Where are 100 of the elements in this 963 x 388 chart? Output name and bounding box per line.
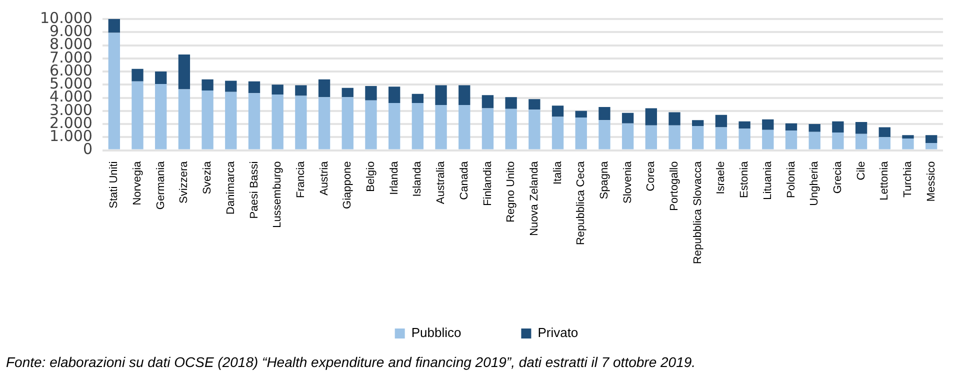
bar	[155, 72, 167, 84]
bar	[622, 123, 634, 150]
bar	[832, 132, 844, 150]
bar	[458, 104, 470, 150]
x-tick-label: Australia	[435, 160, 448, 204]
bar	[738, 128, 750, 150]
x-tick-label: Nuova Zelanda	[528, 160, 540, 236]
bar	[902, 135, 914, 138]
bar	[505, 108, 517, 150]
x-tick-label: Spagna	[598, 160, 610, 200]
bar	[692, 120, 704, 126]
x-tick-label: Irlanda	[388, 160, 400, 195]
bar	[878, 137, 890, 150]
y-tick-label: 0	[82, 140, 92, 158]
x-tick-label: Lettonia	[878, 160, 891, 200]
bar	[225, 80, 237, 92]
bar	[435, 104, 447, 150]
bar	[108, 19, 120, 33]
bar	[108, 32, 120, 150]
bar	[785, 130, 798, 150]
x-tick-label: Corea	[645, 160, 658, 192]
bar	[925, 135, 938, 144]
source-note: Fonte: elaborazioni su dati OCSE (2018) “Health expenditure and financing 2019”, dati estratti il 7 ottobre 2019.	[6, 354, 697, 370]
x-tick-label: Francia	[294, 160, 307, 198]
bar	[692, 126, 704, 150]
bar	[505, 97, 517, 109]
bar	[482, 95, 494, 108]
x-tick-label: Paesi Bassi	[248, 161, 260, 219]
x-tick-label: Islanda	[412, 160, 424, 197]
legend-label: Pubblico	[411, 325, 462, 340]
bar	[622, 112, 634, 124]
bar	[248, 93, 260, 150]
bar	[458, 85, 470, 105]
x-tick-label: Portogallo	[668, 161, 681, 211]
bar	[668, 112, 680, 126]
bar	[552, 106, 564, 117]
bar	[528, 99, 540, 110]
bar	[575, 117, 587, 150]
bar	[925, 143, 938, 150]
bar	[645, 125, 657, 150]
bar	[132, 81, 144, 150]
bar	[598, 120, 610, 150]
bar	[365, 86, 377, 100]
x-tick-label: Ungheria	[808, 160, 821, 206]
bar	[132, 68, 144, 82]
bar	[295, 85, 307, 96]
bar	[248, 81, 260, 94]
x-tick-label: Messico	[925, 161, 938, 202]
x-tick-label: Svizzera	[178, 160, 190, 204]
x-tick-label: Canada	[458, 160, 470, 200]
bar	[785, 123, 798, 131]
bar	[412, 94, 424, 104]
bar	[832, 121, 844, 133]
x-tick-label: Austria	[318, 160, 330, 196]
x-tick-label: Svezia	[202, 160, 214, 194]
bar	[155, 84, 167, 150]
bar	[388, 86, 400, 104]
bar	[855, 122, 868, 134]
bar	[482, 108, 494, 150]
x-tick-label: Repubblica Ceca	[575, 160, 588, 246]
x-tick-label: Israele	[715, 161, 728, 194]
bar	[202, 90, 214, 150]
bar	[715, 127, 728, 150]
bar	[715, 114, 728, 128]
x-tick-label: Giappone	[342, 161, 354, 209]
x-tick-label: Finlandia	[482, 160, 494, 206]
x-tick-label: Cile	[855, 161, 868, 180]
bar	[365, 100, 377, 150]
bar	[598, 106, 610, 120]
legend-label: Privato	[538, 325, 578, 340]
bar	[202, 79, 214, 91]
bar	[808, 124, 820, 132]
x-tick-label: Lussemburgo	[272, 161, 284, 228]
bar	[295, 96, 307, 150]
bar	[902, 138, 914, 150]
bar	[552, 116, 564, 150]
x-tick-label: Italia	[552, 160, 564, 185]
bar	[318, 79, 330, 98]
bar	[225, 92, 237, 150]
bar	[342, 97, 354, 150]
bar	[272, 84, 284, 94]
bar	[808, 132, 820, 150]
x-tick-label: Estonia	[738, 160, 751, 198]
bar	[738, 121, 750, 129]
bar	[878, 127, 890, 138]
x-tick-label: Danimarca	[224, 160, 237, 214]
bar	[762, 119, 774, 130]
bar	[388, 103, 400, 150]
bar	[342, 88, 354, 98]
bar	[178, 54, 190, 90]
x-tick-label: Germania	[154, 160, 167, 210]
bar	[528, 110, 540, 150]
bar	[318, 97, 330, 150]
bar	[412, 103, 424, 150]
bar	[762, 130, 774, 150]
x-tick-label: Repubblica Slovacca	[692, 160, 704, 264]
x-tick-label: Grecia	[832, 160, 844, 194]
bar	[575, 110, 587, 118]
bar	[272, 94, 284, 150]
x-tick-label: Stati Uniti	[108, 161, 120, 208]
